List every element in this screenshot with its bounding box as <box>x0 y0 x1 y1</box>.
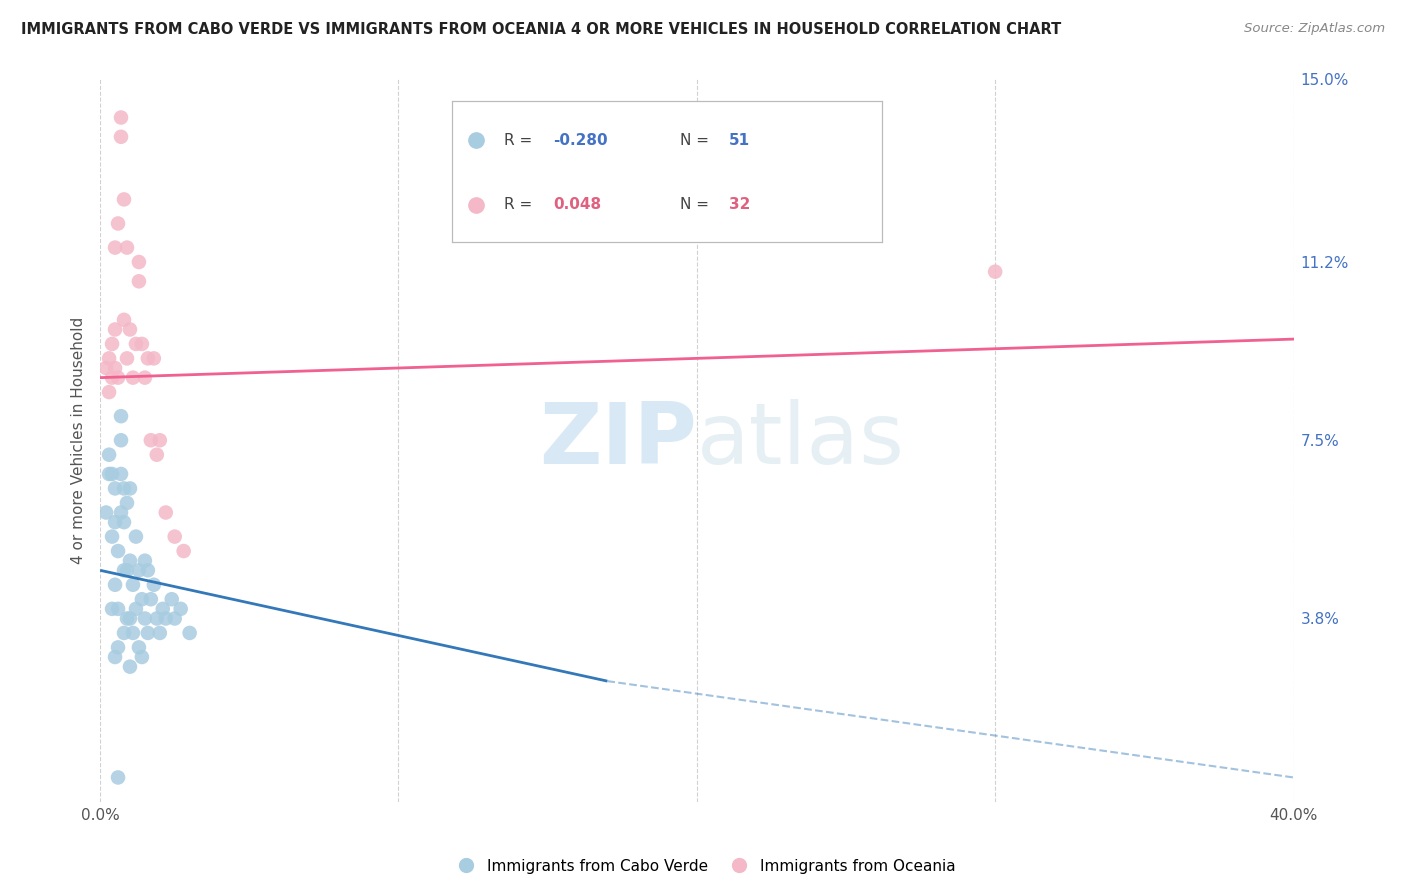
Point <box>142 578 165 592</box>
Point <box>101 337 124 351</box>
Point <box>152 602 174 616</box>
Point <box>128 640 150 655</box>
Point <box>128 255 150 269</box>
Point <box>112 515 135 529</box>
Point <box>163 530 186 544</box>
Point <box>118 611 141 625</box>
Point <box>107 544 129 558</box>
Point <box>155 611 177 625</box>
Point <box>104 482 127 496</box>
Point <box>170 602 193 616</box>
Point <box>134 554 156 568</box>
Point <box>94 506 117 520</box>
Point <box>118 482 141 496</box>
Point <box>110 111 132 125</box>
Text: ZIP: ZIP <box>538 399 697 482</box>
Point <box>101 370 124 384</box>
Point <box>94 361 117 376</box>
Text: Source: ZipAtlas.com: Source: ZipAtlas.com <box>1244 22 1385 36</box>
Point <box>104 650 127 665</box>
Point <box>112 626 135 640</box>
Point <box>136 626 159 640</box>
Point <box>104 361 127 376</box>
Point <box>107 217 129 231</box>
Point <box>98 467 121 481</box>
Point <box>112 563 135 577</box>
Point <box>146 611 169 625</box>
Point <box>122 626 145 640</box>
Point <box>115 241 138 255</box>
Point <box>149 626 172 640</box>
Point <box>179 626 201 640</box>
Point <box>112 193 135 207</box>
Point <box>107 370 129 384</box>
Point <box>110 129 132 144</box>
Point <box>125 530 148 544</box>
Point <box>142 351 165 366</box>
Point <box>118 322 141 336</box>
Point <box>104 515 127 529</box>
Point <box>131 650 153 665</box>
Point <box>139 592 162 607</box>
Point <box>118 554 141 568</box>
Point <box>101 530 124 544</box>
Point <box>110 506 132 520</box>
Point <box>984 265 1007 279</box>
Point <box>115 563 138 577</box>
Y-axis label: 4 or more Vehicles in Household: 4 or more Vehicles in Household <box>72 317 86 564</box>
Point <box>104 322 127 336</box>
Point <box>173 544 195 558</box>
Point <box>125 337 148 351</box>
Point <box>122 370 145 384</box>
Point <box>107 602 129 616</box>
Point <box>146 448 169 462</box>
Legend: Immigrants from Cabo Verde, Immigrants from Oceania: Immigrants from Cabo Verde, Immigrants f… <box>444 853 962 880</box>
Point <box>112 313 135 327</box>
Point <box>101 602 124 616</box>
Point <box>104 578 127 592</box>
Point <box>98 351 121 366</box>
Point <box>107 771 129 785</box>
Point <box>110 467 132 481</box>
Point <box>118 659 141 673</box>
Point <box>160 592 183 607</box>
Text: IMMIGRANTS FROM CABO VERDE VS IMMIGRANTS FROM OCEANIA 4 OR MORE VEHICLES IN HOUS: IMMIGRANTS FROM CABO VERDE VS IMMIGRANTS… <box>21 22 1062 37</box>
Point <box>107 640 129 655</box>
Point <box>139 434 162 448</box>
Point <box>104 241 127 255</box>
Point <box>128 274 150 288</box>
Point <box>149 434 172 448</box>
Point <box>115 351 138 366</box>
Point <box>131 337 153 351</box>
Point <box>115 496 138 510</box>
Point <box>155 506 177 520</box>
Point <box>131 592 153 607</box>
Point <box>163 611 186 625</box>
Point <box>98 385 121 400</box>
Point <box>125 602 148 616</box>
Point <box>110 409 132 424</box>
Point <box>136 351 159 366</box>
Point <box>98 448 121 462</box>
Point <box>128 563 150 577</box>
Point <box>134 611 156 625</box>
Text: atlas: atlas <box>697 399 905 482</box>
Point <box>110 434 132 448</box>
Point <box>115 611 138 625</box>
Point <box>112 482 135 496</box>
Point <box>134 370 156 384</box>
Point <box>136 563 159 577</box>
Point <box>101 467 124 481</box>
Point <box>122 578 145 592</box>
